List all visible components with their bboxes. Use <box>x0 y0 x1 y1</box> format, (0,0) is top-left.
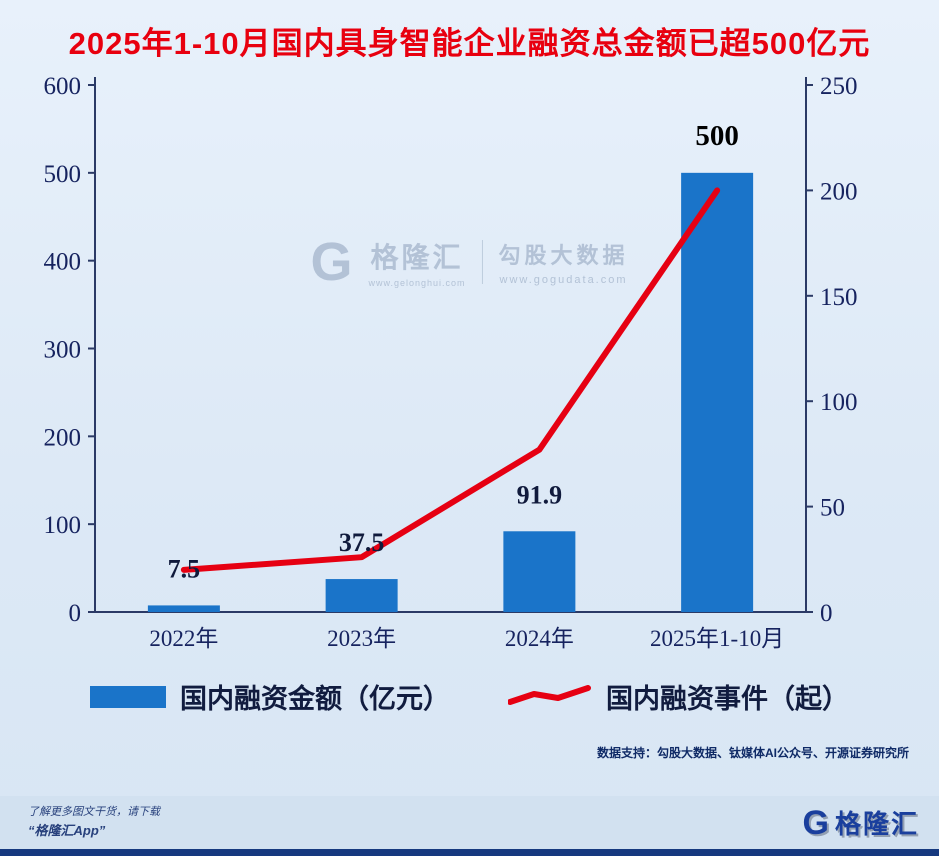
y-axis-left-tick-label: 600 <box>44 73 82 100</box>
y-axis-right-tick-label: 50 <box>820 495 845 522</box>
y-axis-right-tick-label: 250 <box>820 73 858 100</box>
legend-line-swatch <box>508 684 591 705</box>
legend-bar-swatch <box>90 685 166 708</box>
x-axis-category-label: 2024年 <box>505 626 574 651</box>
y-axis-left-tick-label: 200 <box>44 424 82 451</box>
bar-2024年 <box>503 531 576 612</box>
bar-value-label: 91.9 <box>517 480 563 509</box>
bar-2023年 <box>325 579 398 612</box>
y-axis-right-tick-label: 100 <box>820 389 858 416</box>
x-axis-category-label: 2025年1-10月 <box>650 626 784 651</box>
y-axis-left-tick-label: 400 <box>44 249 82 276</box>
x-axis-category-label: 2022年 <box>149 626 218 651</box>
bar-value-label: 500 <box>695 120 739 152</box>
bar-value-label: 7.5 <box>168 554 201 583</box>
y-axis-left-tick-label: 100 <box>44 512 82 539</box>
legend-line-label: 国内融资事件（起） <box>606 684 849 714</box>
gelonghui-footer-logo: G 格隆汇 <box>803 804 919 841</box>
data-source: 数据支持：勾股大数据、钛媒体AI公众号、开源证券研究所 <box>596 746 909 760</box>
footer-promo-line2: “格隆汇App” <box>28 822 106 838</box>
line-series <box>180 187 721 573</box>
combo-chart: 0 100 200 300 400 500 600 0 50 100 150 200 250 2022年 2… <box>44 73 858 651</box>
y-axis-right-tick-label: 150 <box>820 284 858 311</box>
x-axis-category-label: 2023年 <box>327 626 396 651</box>
y-axis-left-tick-label: 300 <box>44 337 82 364</box>
gelonghui-logo-text: 格隆汇 <box>834 809 919 839</box>
bar-2025年1-10月 <box>681 172 754 612</box>
y-axis-right-tick-label: 0 <box>820 600 833 627</box>
footer-promo-line1: 了解更多图文干货，请下载 <box>28 805 160 818</box>
bar-2022年 <box>147 605 220 612</box>
footer-bar: 了解更多图文干货，请下载 “格隆汇App” G 格隆汇 <box>0 796 939 856</box>
y-axis-left-tick-label: 0 <box>69 600 82 627</box>
chart-title: 2025年1-10月国内具身智能企业融资总金额已超500亿元 <box>68 26 871 61</box>
legend: 国内融资金额（亿元） 国内融资事件（起） <box>0 677 939 716</box>
y-axis-left-tick-label: 500 <box>44 161 82 188</box>
legend-item-bars: 国内融资金额（亿元） <box>90 677 450 716</box>
legend-bar-label: 国内融资金额（亿元） <box>180 684 450 714</box>
bar-value-label: 37.5 <box>339 528 385 557</box>
gelonghui-logo-g-icon: G <box>802 803 831 842</box>
chart-area: 0 100 200 300 400 500 600 0 50 100 150 200 250 2022年 2… <box>0 67 939 667</box>
footer-promo: 了解更多图文干货，请下载 “格隆汇App” <box>28 804 160 841</box>
legend-item-line: 国内融资事件（起） <box>508 677 849 716</box>
y-axis-right-tick-label: 200 <box>820 178 858 205</box>
